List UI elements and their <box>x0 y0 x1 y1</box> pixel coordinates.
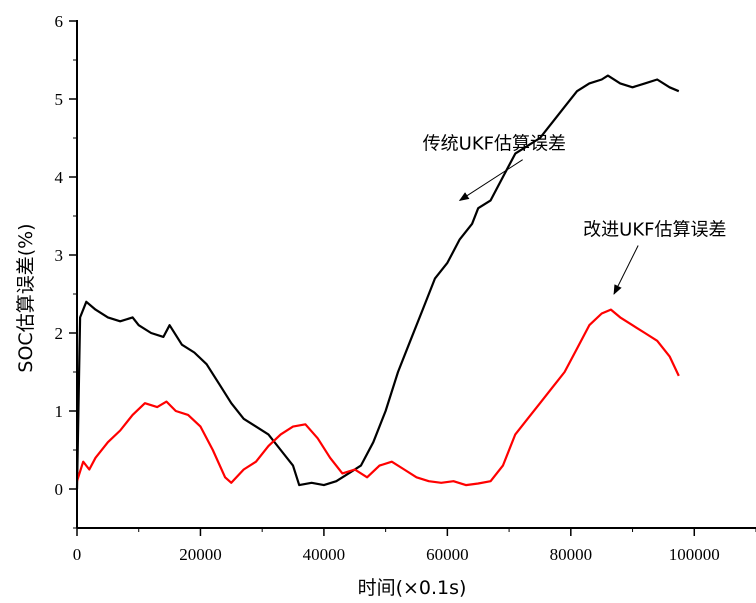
annotation-label-1: 改进UKF估算误差 <box>583 220 726 241</box>
annotation-arrow-0 <box>458 159 523 201</box>
y-tick-label: 1 <box>55 402 64 421</box>
y-tick-label: 5 <box>55 90 64 109</box>
x-tick-label: 0 <box>73 545 82 564</box>
y-tick-label: 2 <box>55 324 64 343</box>
series-line-1 <box>75 308 680 487</box>
y-tick-label: 4 <box>55 168 64 187</box>
x-tick-label: 80000 <box>550 545 593 564</box>
ticks-layer: 0 1 2 3 4 5 6 0 20000 40000 60000 80000 100000 <box>55 12 756 564</box>
y-tick-label: 0 <box>55 480 64 499</box>
series-line-0 <box>75 74 680 490</box>
x-tick-label: 100000 <box>669 545 720 564</box>
annotation-arrow-1 <box>613 245 639 295</box>
y-tick-label: 3 <box>55 246 64 265</box>
plot-area <box>75 74 680 490</box>
series-layer <box>75 74 680 490</box>
y-tick-label: 6 <box>55 12 64 31</box>
x-tick-label: 20000 <box>179 545 222 564</box>
x-tick-label: 60000 <box>426 545 469 564</box>
x-tick-label: 40000 <box>303 545 346 564</box>
y-axis-title: SOC估算误差(%) <box>15 223 37 372</box>
annotation-label-0: 传统UKF估算误差 <box>423 134 566 155</box>
x-axis-title: 时间(×0.1s) <box>358 577 467 599</box>
